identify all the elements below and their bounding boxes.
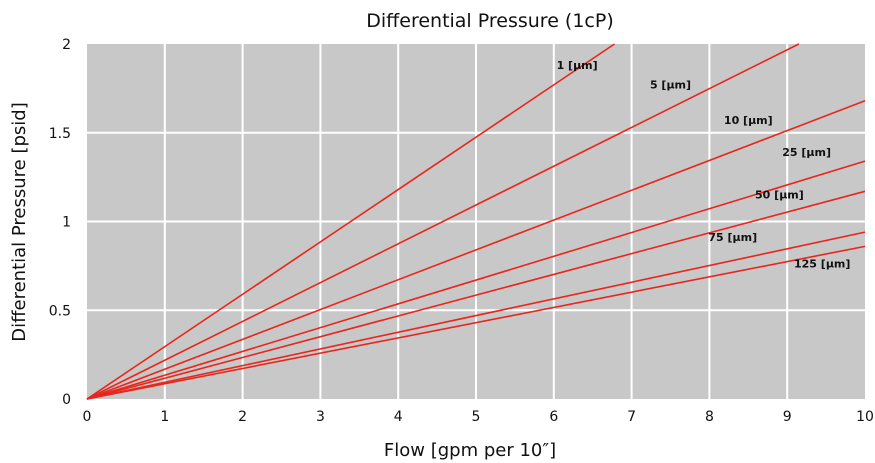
x-tick-label: 0	[83, 409, 92, 425]
y-axis-label: Differential Pressure [psid]	[9, 102, 30, 342]
series-line-5	[86, 231, 866, 400]
y-tick-labels: 0 0.5 1 1.5 2	[49, 37, 71, 408]
y-tick-label: 0.5	[49, 303, 71, 319]
series-line-4	[86, 190, 866, 400]
x-tick-label: 2	[238, 409, 247, 425]
x-tick-label: 6	[549, 409, 558, 425]
series-label-5: 75 [µm]	[708, 231, 757, 244]
x-tick-label: 5	[472, 409, 481, 425]
series-label-1: 5 [µm]	[650, 78, 691, 91]
x-tick-label: 10	[856, 409, 874, 425]
series-label-2: 10 [µm]	[724, 114, 773, 127]
series-line-0	[86, 43, 615, 400]
series-label-6: 125 [µm]	[794, 258, 850, 271]
series-line-6	[86, 245, 866, 400]
y-tick-label: 0	[62, 392, 71, 408]
y-tick-label: 1	[62, 215, 71, 231]
series-line-3	[86, 160, 866, 400]
series-label-0: 1 [µm]	[557, 59, 598, 72]
x-tick-label: 3	[316, 409, 325, 425]
series-label-4: 50 [µm]	[755, 188, 804, 201]
x-tick-labels: 0 1 2 3 4 5 6 7 8 9 10	[83, 409, 874, 425]
x-tick-label: 4	[394, 409, 403, 425]
series-label-3: 25 [µm]	[782, 146, 831, 159]
x-tick-label: 9	[783, 409, 792, 425]
grid-lines	[87, 44, 865, 399]
y-tick-label: 1.5	[49, 126, 71, 142]
y-tick-label: 2	[62, 37, 71, 53]
series-line-1	[86, 43, 800, 400]
series-labels: 1 [µm] 5 [µm] 10 [µm] 25 [µm] 50 [µm] 75 [µm]…	[557, 59, 851, 271]
x-tick-label: 8	[705, 409, 714, 425]
x-axis-label: Flow [gpm per 10″]	[384, 440, 556, 461]
series-lines	[86, 43, 866, 400]
x-tick-label: 1	[160, 409, 169, 425]
chart-title: Differential Pressure (1cP)	[366, 10, 614, 32]
x-tick-label: 7	[627, 409, 636, 425]
series-line-2	[86, 100, 866, 400]
